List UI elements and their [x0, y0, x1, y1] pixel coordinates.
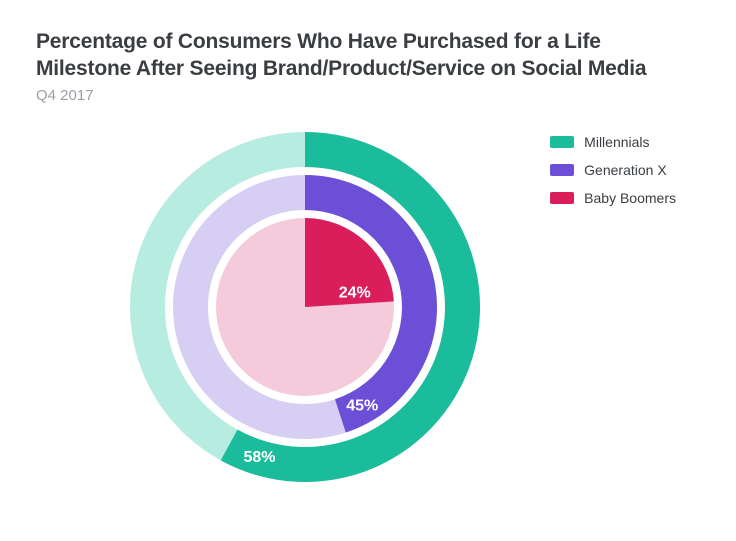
- legend-item-1: Generation X: [550, 162, 676, 178]
- chart-title: Percentage of Consumers Who Have Purchas…: [36, 28, 700, 83]
- legend-swatch: [550, 164, 574, 176]
- pct-label-0: 58%: [243, 449, 275, 466]
- pct-label-1: 45%: [346, 397, 378, 414]
- legend: Millennials Generation X Baby Boomers: [550, 134, 676, 218]
- chart-area: 58% 45% 24% Millennials Generation X Baby Bo…: [0, 120, 736, 520]
- legend-label: Baby Boomers: [584, 190, 676, 206]
- radial-donut: 58% 45% 24%: [130, 132, 480, 482]
- pct-label-2: 24%: [339, 284, 371, 301]
- legend-swatch: [550, 136, 574, 148]
- legend-label: Generation X: [584, 162, 667, 178]
- legend-label: Millennials: [584, 134, 649, 150]
- legend-item-0: Millennials: [550, 134, 676, 150]
- chart-subtitle: Q4 2017: [36, 87, 700, 104]
- legend-swatch: [550, 192, 574, 204]
- legend-item-2: Baby Boomers: [550, 190, 676, 206]
